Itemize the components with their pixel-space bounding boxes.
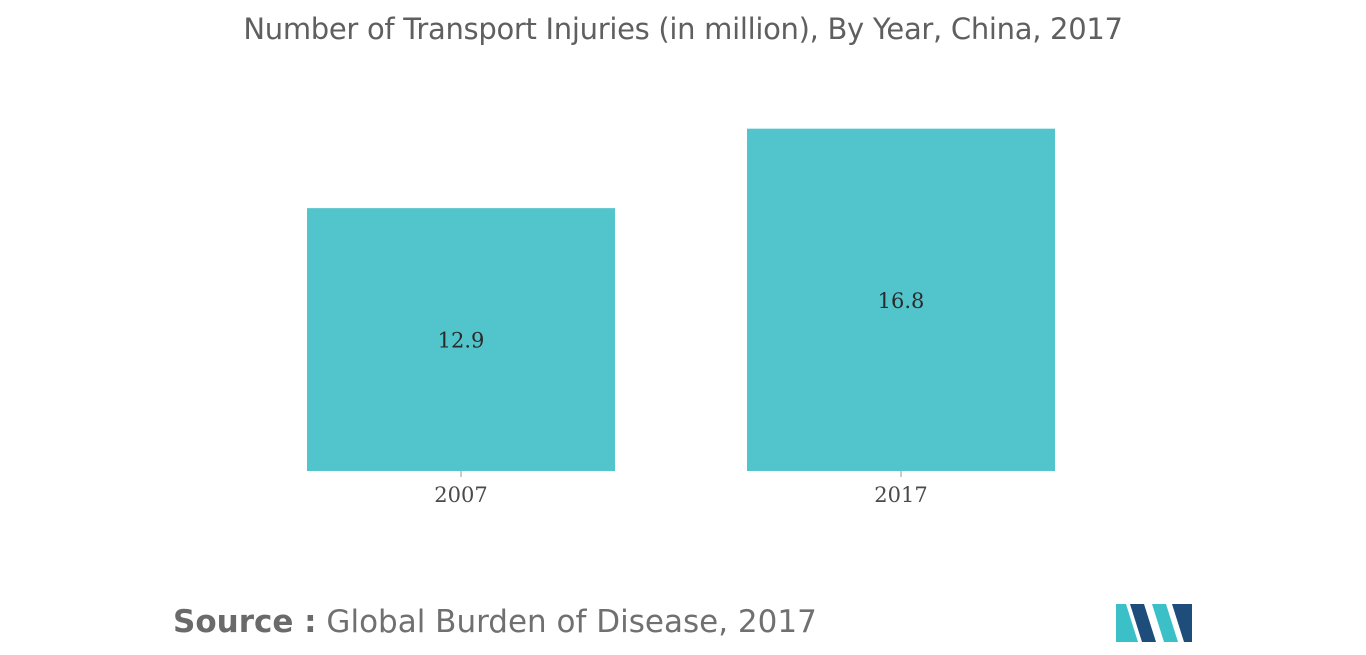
logo-right-light-stroke	[1152, 604, 1178, 642]
source-line: Source : Global Burden of Disease, 2017	[173, 604, 817, 640]
bar-2007	[307, 208, 615, 472]
x-tick-label-2017: 2017	[874, 483, 927, 507]
logo-center-stroke	[1130, 604, 1156, 642]
data-label-2007: 12.9	[438, 329, 485, 353]
company-logo-icon	[1116, 604, 1192, 642]
source-label: Source :	[173, 604, 317, 640]
logo-left-stroke	[1116, 604, 1138, 642]
chart-title: Number of Transport Injuries (in million…	[243, 12, 1123, 46]
data-label-2017: 16.8	[878, 289, 925, 313]
bar-chart: 12.9 2007 16.8 2017	[307, 128, 1055, 507]
bar-2017	[747, 128, 1055, 471]
logo-right-stroke	[1172, 604, 1192, 642]
x-tick-label-2007: 2007	[434, 483, 487, 507]
source-text: Global Burden of Disease, 2017	[316, 604, 817, 640]
